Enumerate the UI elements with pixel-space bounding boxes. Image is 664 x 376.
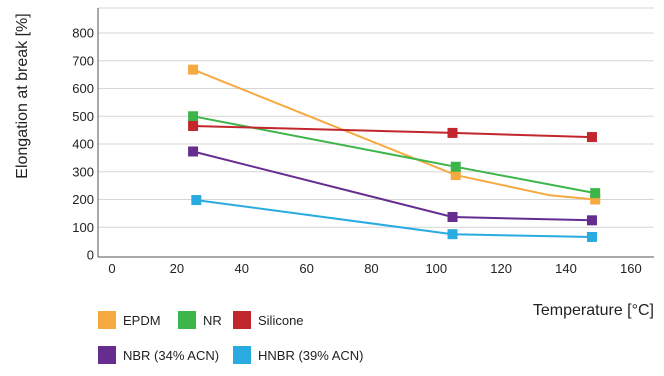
y-tick-label: 800	[72, 26, 94, 41]
legend-item-epdm: EPDM	[98, 311, 161, 329]
legend: EPDM NR Silicone NBR (34% ACN) HNBR (39% ACN…	[98, 311, 363, 364]
legend-item-nr: NR	[178, 311, 222, 329]
data-point	[188, 120, 199, 131]
data-point	[450, 161, 461, 172]
x-tick-label: 120	[490, 261, 512, 276]
series-epdm	[188, 64, 601, 205]
data-point	[447, 127, 458, 138]
series-nbr-34-acn	[188, 146, 597, 226]
series-line-nbr-34-acn	[192, 150, 593, 222]
legend-label: HNBR (39% ACN)	[258, 348, 363, 363]
data-point	[586, 215, 597, 226]
y-tick-label: 400	[72, 137, 94, 152]
series-layer	[188, 64, 601, 242]
legend-swatch	[233, 311, 251, 329]
x-axis-title: Temperature [°C]	[533, 302, 654, 319]
data-point	[590, 194, 601, 205]
data-point	[447, 211, 458, 222]
data-point	[188, 64, 199, 75]
legend-item-nbr-34-acn: NBR (34% ACN)	[98, 346, 219, 364]
data-point	[590, 188, 601, 199]
x-tick-label: 160	[620, 261, 642, 276]
y-axis-title: Elongation at break [%]	[14, 13, 31, 178]
data-point	[450, 170, 461, 181]
x-tick-label: 40	[234, 261, 248, 276]
data-point	[188, 111, 199, 122]
legend-label: NR	[203, 313, 222, 328]
series-hnbr-39-acn	[191, 195, 597, 242]
x-tick-label: 20	[170, 261, 184, 276]
y-tick-labels: 0 100 200 300 400 500 600 700 800	[72, 26, 94, 263]
legend-swatch	[98, 346, 116, 364]
grid-lines	[98, 7, 654, 228]
legend-item-hnbr-39-acn: HNBR (39% ACN)	[233, 346, 363, 364]
x-tick-label: 80	[364, 261, 378, 276]
legend-swatch	[178, 311, 196, 329]
legend-label: NBR (34% ACN)	[123, 348, 219, 363]
y-tick-label: 600	[72, 81, 94, 96]
x-tick-label: 140	[555, 261, 577, 276]
series-nr	[188, 111, 601, 199]
x-tick-labels: 0 20 40 60 80 100 120 140 160	[108, 261, 641, 276]
data-point	[586, 132, 597, 143]
y-tick-label: 700	[72, 53, 94, 68]
y-tick-label: 0	[87, 248, 94, 263]
y-tick-label: 100	[72, 220, 94, 235]
x-tick-label: 60	[299, 261, 313, 276]
data-point	[188, 146, 199, 157]
y-tick-label: 200	[72, 192, 94, 207]
series-line-silicone	[193, 125, 593, 139]
legend-label: EPDM	[123, 313, 161, 328]
legend-swatch	[233, 346, 251, 364]
x-tick-label: 0	[108, 261, 115, 276]
data-point	[447, 229, 458, 240]
data-point	[586, 231, 597, 242]
series-silicone	[188, 120, 597, 143]
legend-item-silicone: Silicone	[233, 311, 304, 329]
y-tick-label: 500	[72, 109, 94, 124]
legend-swatch	[98, 311, 116, 329]
data-point	[191, 195, 202, 206]
legend-label: Silicone	[258, 313, 304, 328]
y-tick-label: 300	[72, 164, 94, 179]
series-line-epdm	[192, 68, 596, 201]
x-tick-label: 100	[425, 261, 447, 276]
